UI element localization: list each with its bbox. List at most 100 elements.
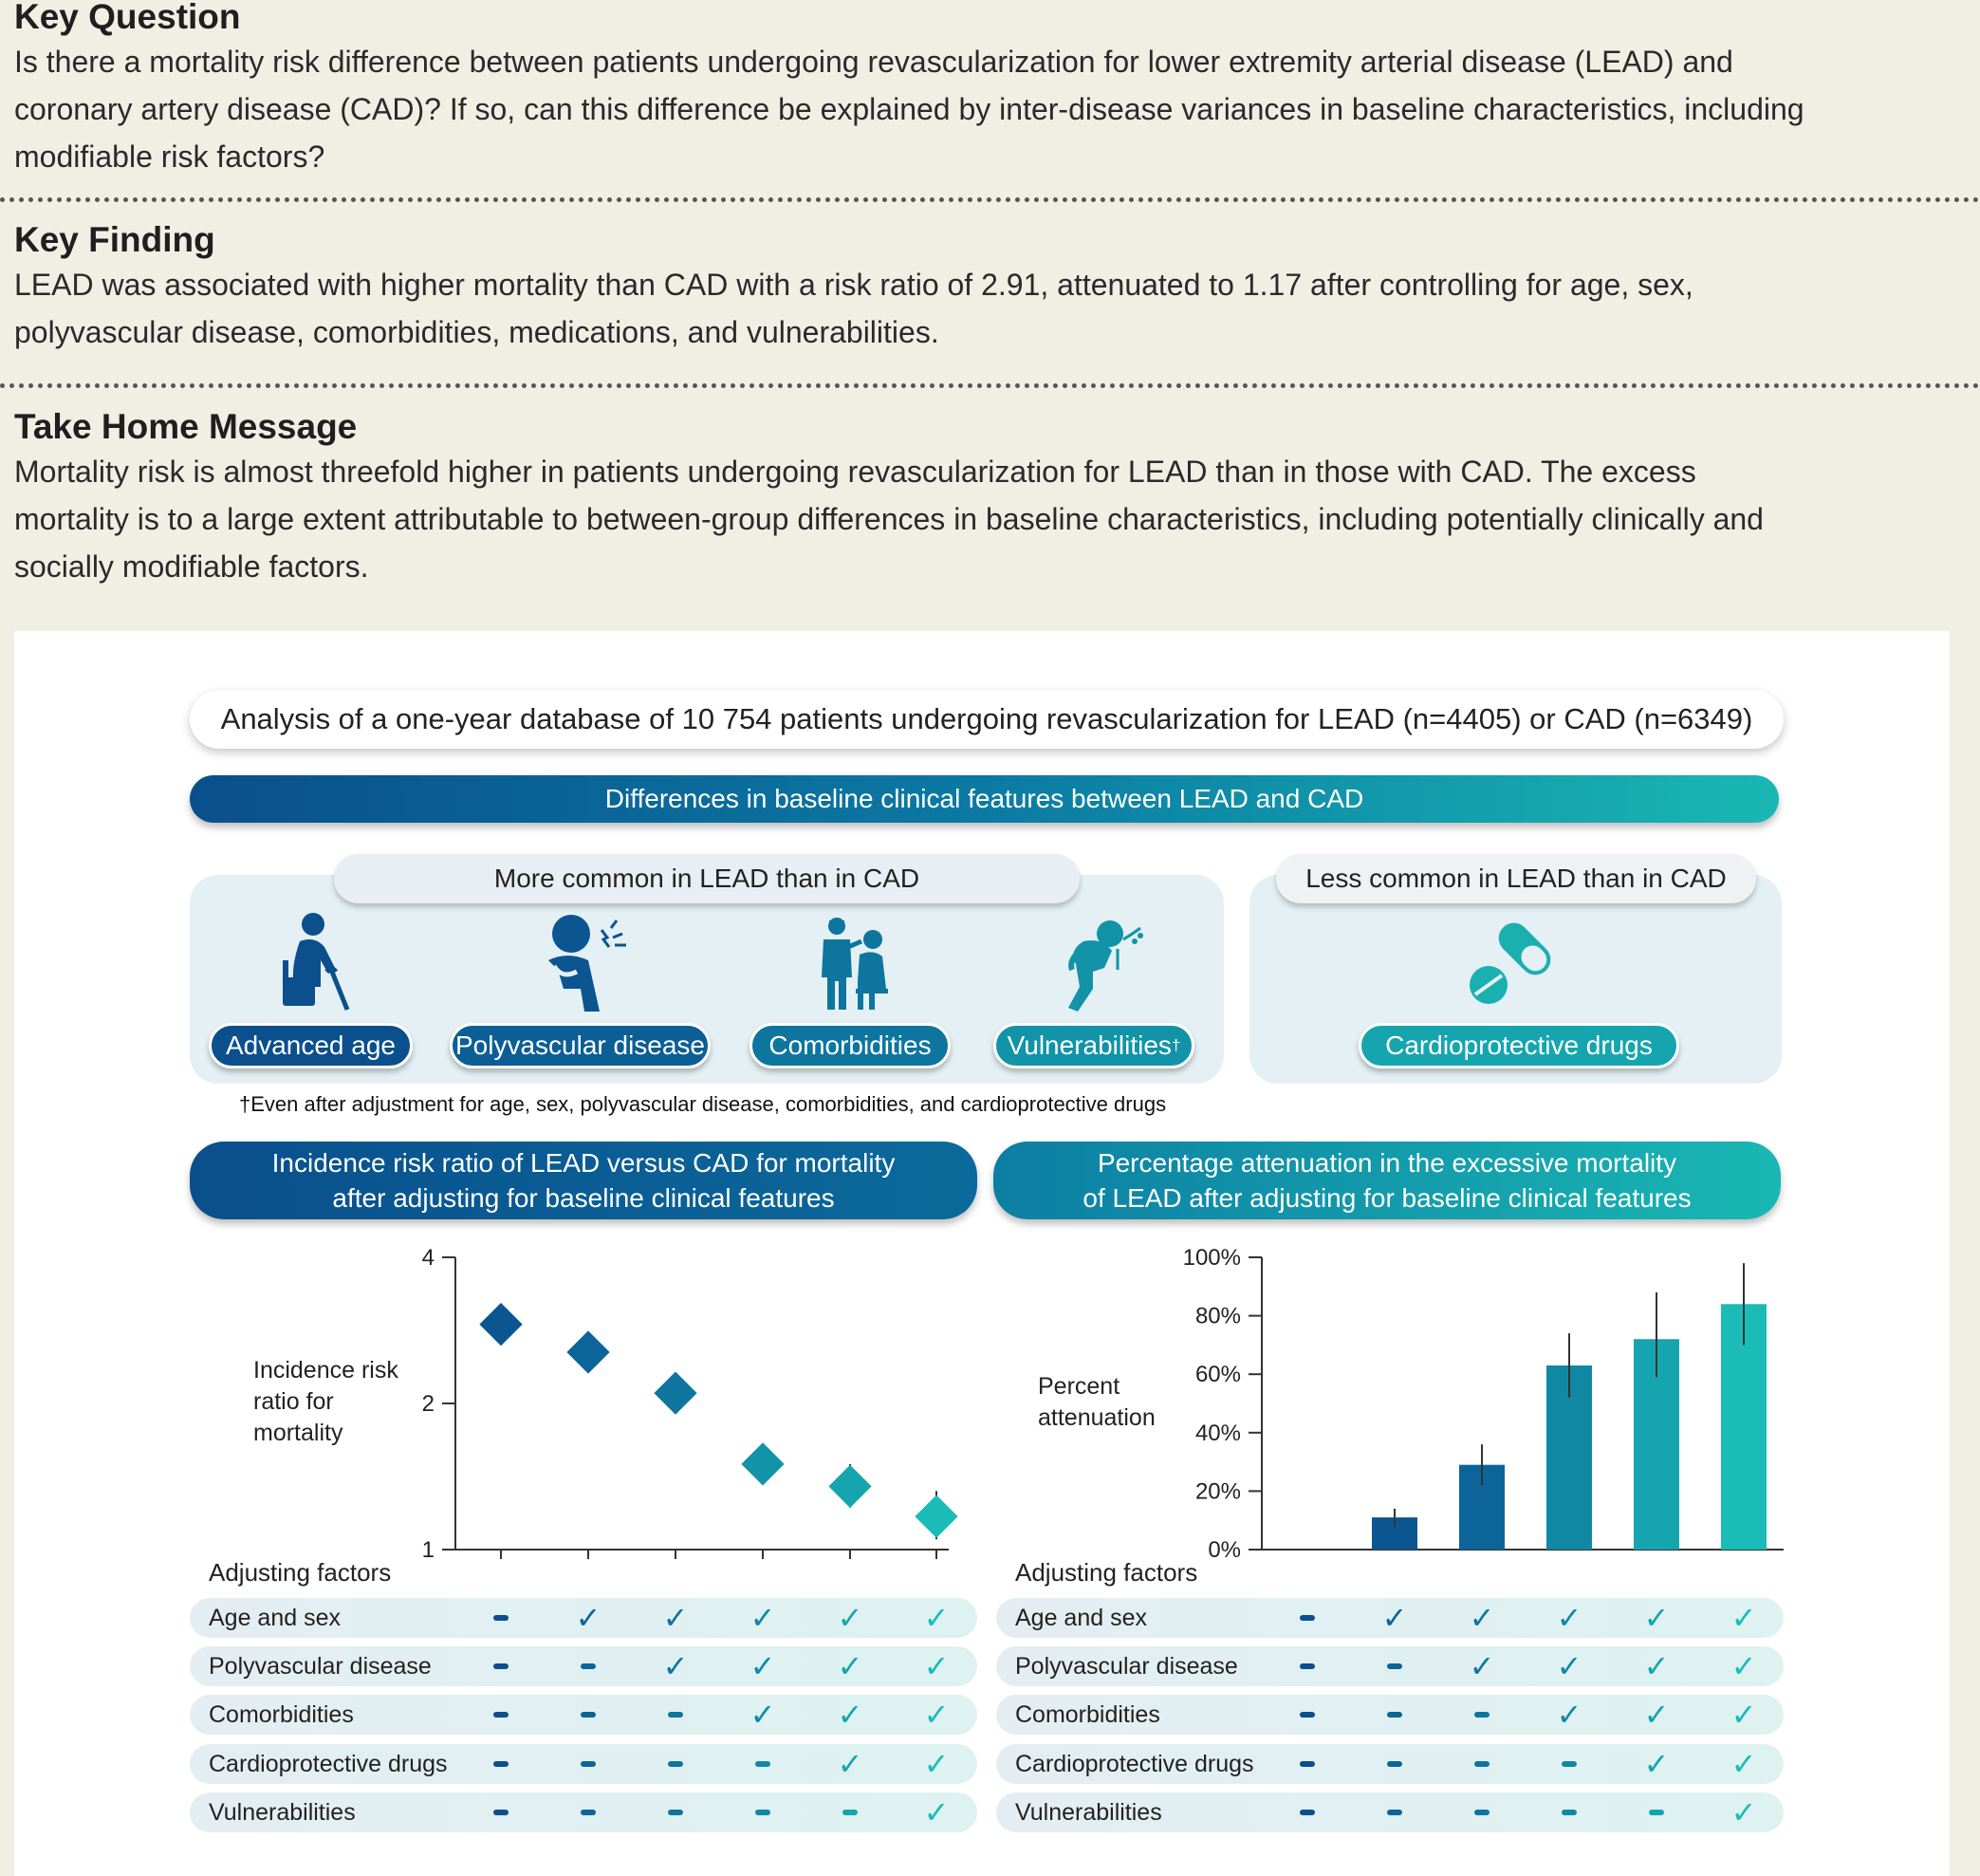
right-banner-line-1: Percentage attenuation in the excessive …	[1097, 1148, 1677, 1178]
adjusting-factor-label: Cardioprotective drugs	[1015, 1751, 1254, 1777]
comorbidities-tag: Comorbidities	[749, 1023, 951, 1068]
key-question-section: Key Question Is there a mortality risk d…	[14, 0, 1969, 180]
right-y-tick-label: 80%	[1195, 1304, 1241, 1329]
check-icon: ✓	[749, 1649, 776, 1683]
risk-ratio-point	[654, 1371, 697, 1415]
right-y-axis-label: Percent attenuation	[1038, 1371, 1156, 1434]
left-y-label-line-1: Incidence risk	[253, 1357, 398, 1384]
dash-icon	[569, 1744, 607, 1784]
dash-icon	[482, 1792, 520, 1832]
key-question-line-2: coronary artery disease (CAD)? If so, ca…	[14, 92, 1804, 126]
left-y-tick-label: 2	[422, 1391, 435, 1417]
adjusting-factor-label: Vulnerabilities	[209, 1799, 356, 1826]
chest-pain-person-icon	[548, 915, 626, 1012]
table-row	[190, 1598, 977, 1638]
dash-icon	[1463, 1744, 1501, 1784]
dash-icon	[1376, 1792, 1414, 1832]
left-banner-line-1: Incidence risk ratio of LEAD versus CAD …	[271, 1148, 896, 1178]
check-icon: ✓	[1556, 1601, 1582, 1635]
left-y-axis-label: Incidence risk ratio for mortality	[253, 1355, 398, 1449]
left-y-tick-label: 1	[422, 1537, 435, 1563]
polyvascular-disease-tag: Polyvascular disease	[450, 1023, 711, 1068]
check-icon: ✓	[1469, 1601, 1495, 1635]
differences-banner: Differences in baseline clinical feature…	[190, 775, 1779, 823]
dash-icon	[482, 1646, 520, 1686]
take-home-line-2: mortality is to a large extent attributa…	[14, 502, 1764, 536]
dash-icon	[1463, 1792, 1501, 1832]
dash-icon	[1376, 1744, 1414, 1784]
dash-icon	[482, 1744, 520, 1784]
risk-ratio-point	[741, 1442, 785, 1486]
risk-ratio-point	[479, 1303, 523, 1347]
dash-icon	[744, 1744, 782, 1784]
person-vomiting-icon	[1068, 920, 1143, 1012]
check-icon: ✓	[837, 1601, 863, 1635]
dash-icon	[1463, 1695, 1501, 1735]
check-icon: ✓	[1556, 1698, 1582, 1732]
dash-icon	[569, 1646, 607, 1686]
check-icon: ✓	[749, 1698, 776, 1732]
cardioprotective-drugs-tag: Cardioprotective drugs	[1359, 1023, 1679, 1068]
dash-icon	[1638, 1792, 1675, 1832]
dash-icon	[657, 1695, 694, 1735]
check-icon: ✓	[1730, 1747, 1757, 1781]
check-icon: ✓	[662, 1649, 689, 1683]
risk-ratio-point	[566, 1330, 610, 1374]
adjusting-factor-label: Cardioprotective drugs	[209, 1751, 448, 1777]
dash-icon	[482, 1598, 520, 1638]
check-icon: ✓	[1730, 1649, 1757, 1683]
patient-with-doctor-icon	[822, 918, 888, 1010]
table-row	[996, 1598, 1784, 1638]
check-icon: ✓	[1730, 1795, 1757, 1830]
key-question-line-1: Is there a mortality risk difference bet…	[14, 45, 1733, 79]
adjusting-factor-label: Vulnerabilities	[1015, 1799, 1162, 1826]
left-y-label-line-3: mortality	[253, 1420, 343, 1446]
dash-icon	[1288, 1646, 1326, 1686]
adjusting-factor-label: Comorbidities	[209, 1701, 354, 1728]
take-home-section: Take Home Message Mortality risk is almo…	[14, 406, 1969, 590]
left-adjusting-title: Adjusting factors	[209, 1558, 392, 1587]
right-y-tick-label: 40%	[1195, 1421, 1241, 1446]
risk-ratio-point	[915, 1495, 958, 1538]
check-icon: ✓	[837, 1649, 863, 1683]
right-y-tick-label: 100%	[1183, 1245, 1241, 1271]
key-finding-title: Key Finding	[14, 220, 215, 259]
check-icon: ✓	[837, 1747, 863, 1781]
dash-icon	[1376, 1646, 1414, 1686]
adjusting-factor-label: Age and sex	[209, 1605, 341, 1631]
adjusting-factor-label: Comorbidities	[1015, 1701, 1160, 1728]
key-finding-section: Key Finding LEAD was associated with hig…	[14, 219, 1969, 356]
check-icon: ✓	[923, 1747, 950, 1781]
check-icon: ✓	[749, 1601, 776, 1635]
key-finding-line-2: polyvascular disease, comorbidities, med…	[14, 315, 939, 349]
dash-icon	[1288, 1792, 1326, 1832]
dash-icon	[482, 1695, 520, 1735]
more-common-title: More common in LEAD than in CAD	[334, 854, 1080, 903]
right-y-tick-label: 0%	[1208, 1537, 1241, 1563]
check-icon: ✓	[1643, 1601, 1670, 1635]
dash-icon	[1550, 1744, 1588, 1784]
dash-icon	[657, 1792, 694, 1832]
dash-icon	[657, 1744, 694, 1784]
right-banner: Percentage attenuation in the excessive …	[993, 1142, 1781, 1219]
adjusting-factor-label: Polyvascular disease	[209, 1653, 432, 1680]
right-adjusting-title: Adjusting factors	[1015, 1558, 1198, 1587]
take-home-line-3: socially modifiable factors.	[14, 549, 369, 584]
dash-icon	[831, 1792, 869, 1832]
check-icon: ✓	[575, 1601, 601, 1635]
footnote: †Even after adjustment for age, sex, pol…	[239, 1092, 1167, 1116]
dash-icon	[1288, 1695, 1326, 1735]
divider	[0, 197, 1980, 202]
less-common-title: Less common in LEAD than in CAD	[1276, 854, 1756, 903]
dash-icon	[1288, 1598, 1326, 1638]
dagger-mark: †	[1171, 1036, 1181, 1054]
check-icon: ✓	[923, 1649, 950, 1683]
risk-ratio-chart: 1 2 4	[422, 1245, 958, 1563]
check-icon: ✓	[923, 1795, 950, 1830]
vulnerabilities-tag: Vulnerabilities †	[993, 1023, 1194, 1068]
check-icon: ✓	[1643, 1698, 1670, 1732]
key-question-title: Key Question	[14, 0, 241, 36]
dash-icon	[569, 1792, 607, 1832]
advanced-age-label: Advanced age	[225, 1031, 397, 1060]
right-y-label-line-1: Percent	[1038, 1373, 1120, 1400]
